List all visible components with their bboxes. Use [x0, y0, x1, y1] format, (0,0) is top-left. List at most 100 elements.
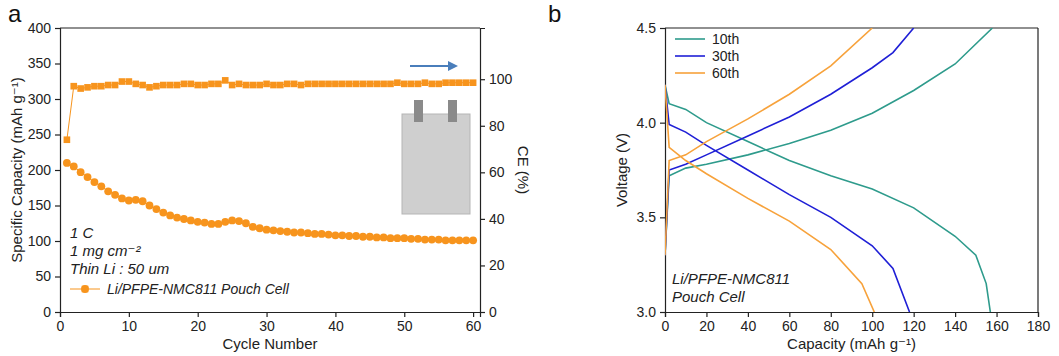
y-axis-tick-label: 150: [28, 197, 52, 213]
y-axis-tick: 350: [28, 55, 60, 71]
series-line: [665, 28, 874, 312]
y-axis-tick: 4.5: [637, 20, 665, 36]
data-point: [77, 168, 85, 176]
inset-photo-tab: [414, 100, 423, 122]
legend-line: [675, 55, 705, 57]
x-axis-tick: 140: [944, 312, 968, 334]
y-axis-tick-mark: [55, 134, 60, 135]
data-point: [126, 78, 133, 85]
legend-line: [675, 38, 705, 40]
data-point: [201, 82, 208, 89]
x-axis-tick-label: 20: [699, 318, 715, 334]
x-axis-tick-label: 160: [985, 318, 1009, 334]
data-point: [408, 81, 415, 88]
data-point: [97, 182, 105, 190]
x-axis-tick-mark: [914, 312, 915, 317]
frame-top: [665, 27, 1038, 28]
data-point: [132, 196, 140, 204]
x-axis-tick-mark: [996, 312, 997, 317]
y-axis-tick-mark: [660, 28, 665, 29]
series: [665, 28, 874, 312]
y2-axis-tick: 0: [480, 304, 497, 320]
x-axis-tick-mark: [198, 312, 199, 317]
data-point: [174, 82, 181, 89]
x-axis-tick-label: 120: [902, 318, 926, 334]
y2-axis-tick: 40: [480, 211, 505, 227]
data-point: [270, 226, 278, 234]
y-axis-tick: 0: [43, 304, 60, 320]
x-axis-tick: 10: [122, 312, 138, 334]
data-point: [298, 82, 305, 89]
legend-label: Li/PFPE-NMC811 Pouch Cell: [107, 281, 290, 297]
data-point: [393, 234, 401, 242]
data-point: [456, 79, 463, 86]
data-point: [291, 81, 298, 88]
y2-axis-tick-mark: [480, 265, 485, 266]
axis-arrow-head: [448, 61, 458, 71]
x-axis-tick-mark: [748, 312, 749, 317]
data-point: [139, 197, 147, 205]
x-axis-line: [61, 313, 481, 318]
data-point: [222, 77, 229, 84]
y2-axis-title: CE (%): [515, 146, 532, 194]
x-axis-tick: 100: [861, 312, 885, 334]
frame-top: [60, 27, 480, 28]
data-point: [243, 82, 250, 89]
inset-photo-tab: [448, 100, 457, 122]
y2-axis-tick-mark: [480, 312, 485, 313]
y-axis-tick-label: 4.0: [637, 115, 657, 131]
data-point: [380, 81, 387, 88]
y-axis-tick: 150: [28, 197, 60, 213]
legend-label: 10th: [712, 31, 739, 47]
series: [665, 28, 992, 312]
y-axis-tick-label: 50: [35, 268, 51, 284]
legend-entry: 30th: [675, 48, 739, 64]
data-point: [359, 233, 367, 241]
data-point: [132, 81, 139, 88]
y-axis-line: [660, 29, 666, 313]
x-axis-tick: 0: [662, 312, 670, 334]
data-point: [311, 230, 319, 238]
data-point: [277, 82, 284, 89]
x-axis-tick: 120: [902, 312, 926, 334]
y-axis-tick: 3.0: [637, 304, 665, 320]
data-point: [228, 217, 236, 225]
data-point: [84, 173, 92, 181]
annotation: 1 C: [70, 224, 94, 241]
y2-axis-tick-mark: [480, 79, 485, 80]
data-point: [215, 81, 222, 88]
x-axis-tick: 180: [1027, 312, 1051, 334]
y-axis-tick-mark: [660, 312, 665, 313]
y2-axis-tick-label: 100: [489, 71, 513, 87]
data-point: [256, 82, 263, 89]
data-point: [290, 229, 298, 237]
y2-axis-tick-label: 20: [489, 257, 505, 273]
x-axis-tick-mark: [335, 312, 336, 317]
x-axis-tick: 160: [985, 312, 1009, 334]
data-point: [146, 84, 153, 91]
data-point: [63, 159, 71, 167]
axis-arrow: [410, 61, 458, 71]
data-point: [118, 194, 126, 202]
x-axis-tick-label: 10: [122, 318, 138, 334]
y2-axis-tick-label: 60: [489, 164, 505, 180]
x-axis-title: Cycle Number: [222, 335, 317, 352]
y-axis-tick-label: 350: [28, 55, 52, 71]
x-axis-tick-mark: [473, 312, 474, 317]
data-point: [387, 234, 395, 242]
data-point: [187, 217, 195, 225]
x-axis-tick-label: 50: [397, 318, 413, 334]
x-axis-line: [666, 313, 1039, 318]
data-point: [194, 82, 201, 89]
y-axis-tick-mark: [55, 241, 60, 242]
data-point: [139, 82, 146, 89]
y-axis-tick: 400: [28, 20, 60, 36]
panel-letter: a: [8, 0, 22, 27]
x-axis-tick-label: 30: [259, 318, 275, 334]
data-point: [91, 83, 98, 90]
figure: 0102030405060050100150200250300350400020…: [0, 0, 1059, 356]
data-point: [201, 219, 209, 227]
x-axis-tick-label: 140: [944, 318, 968, 334]
data-point: [318, 230, 326, 238]
data-point: [373, 234, 381, 242]
